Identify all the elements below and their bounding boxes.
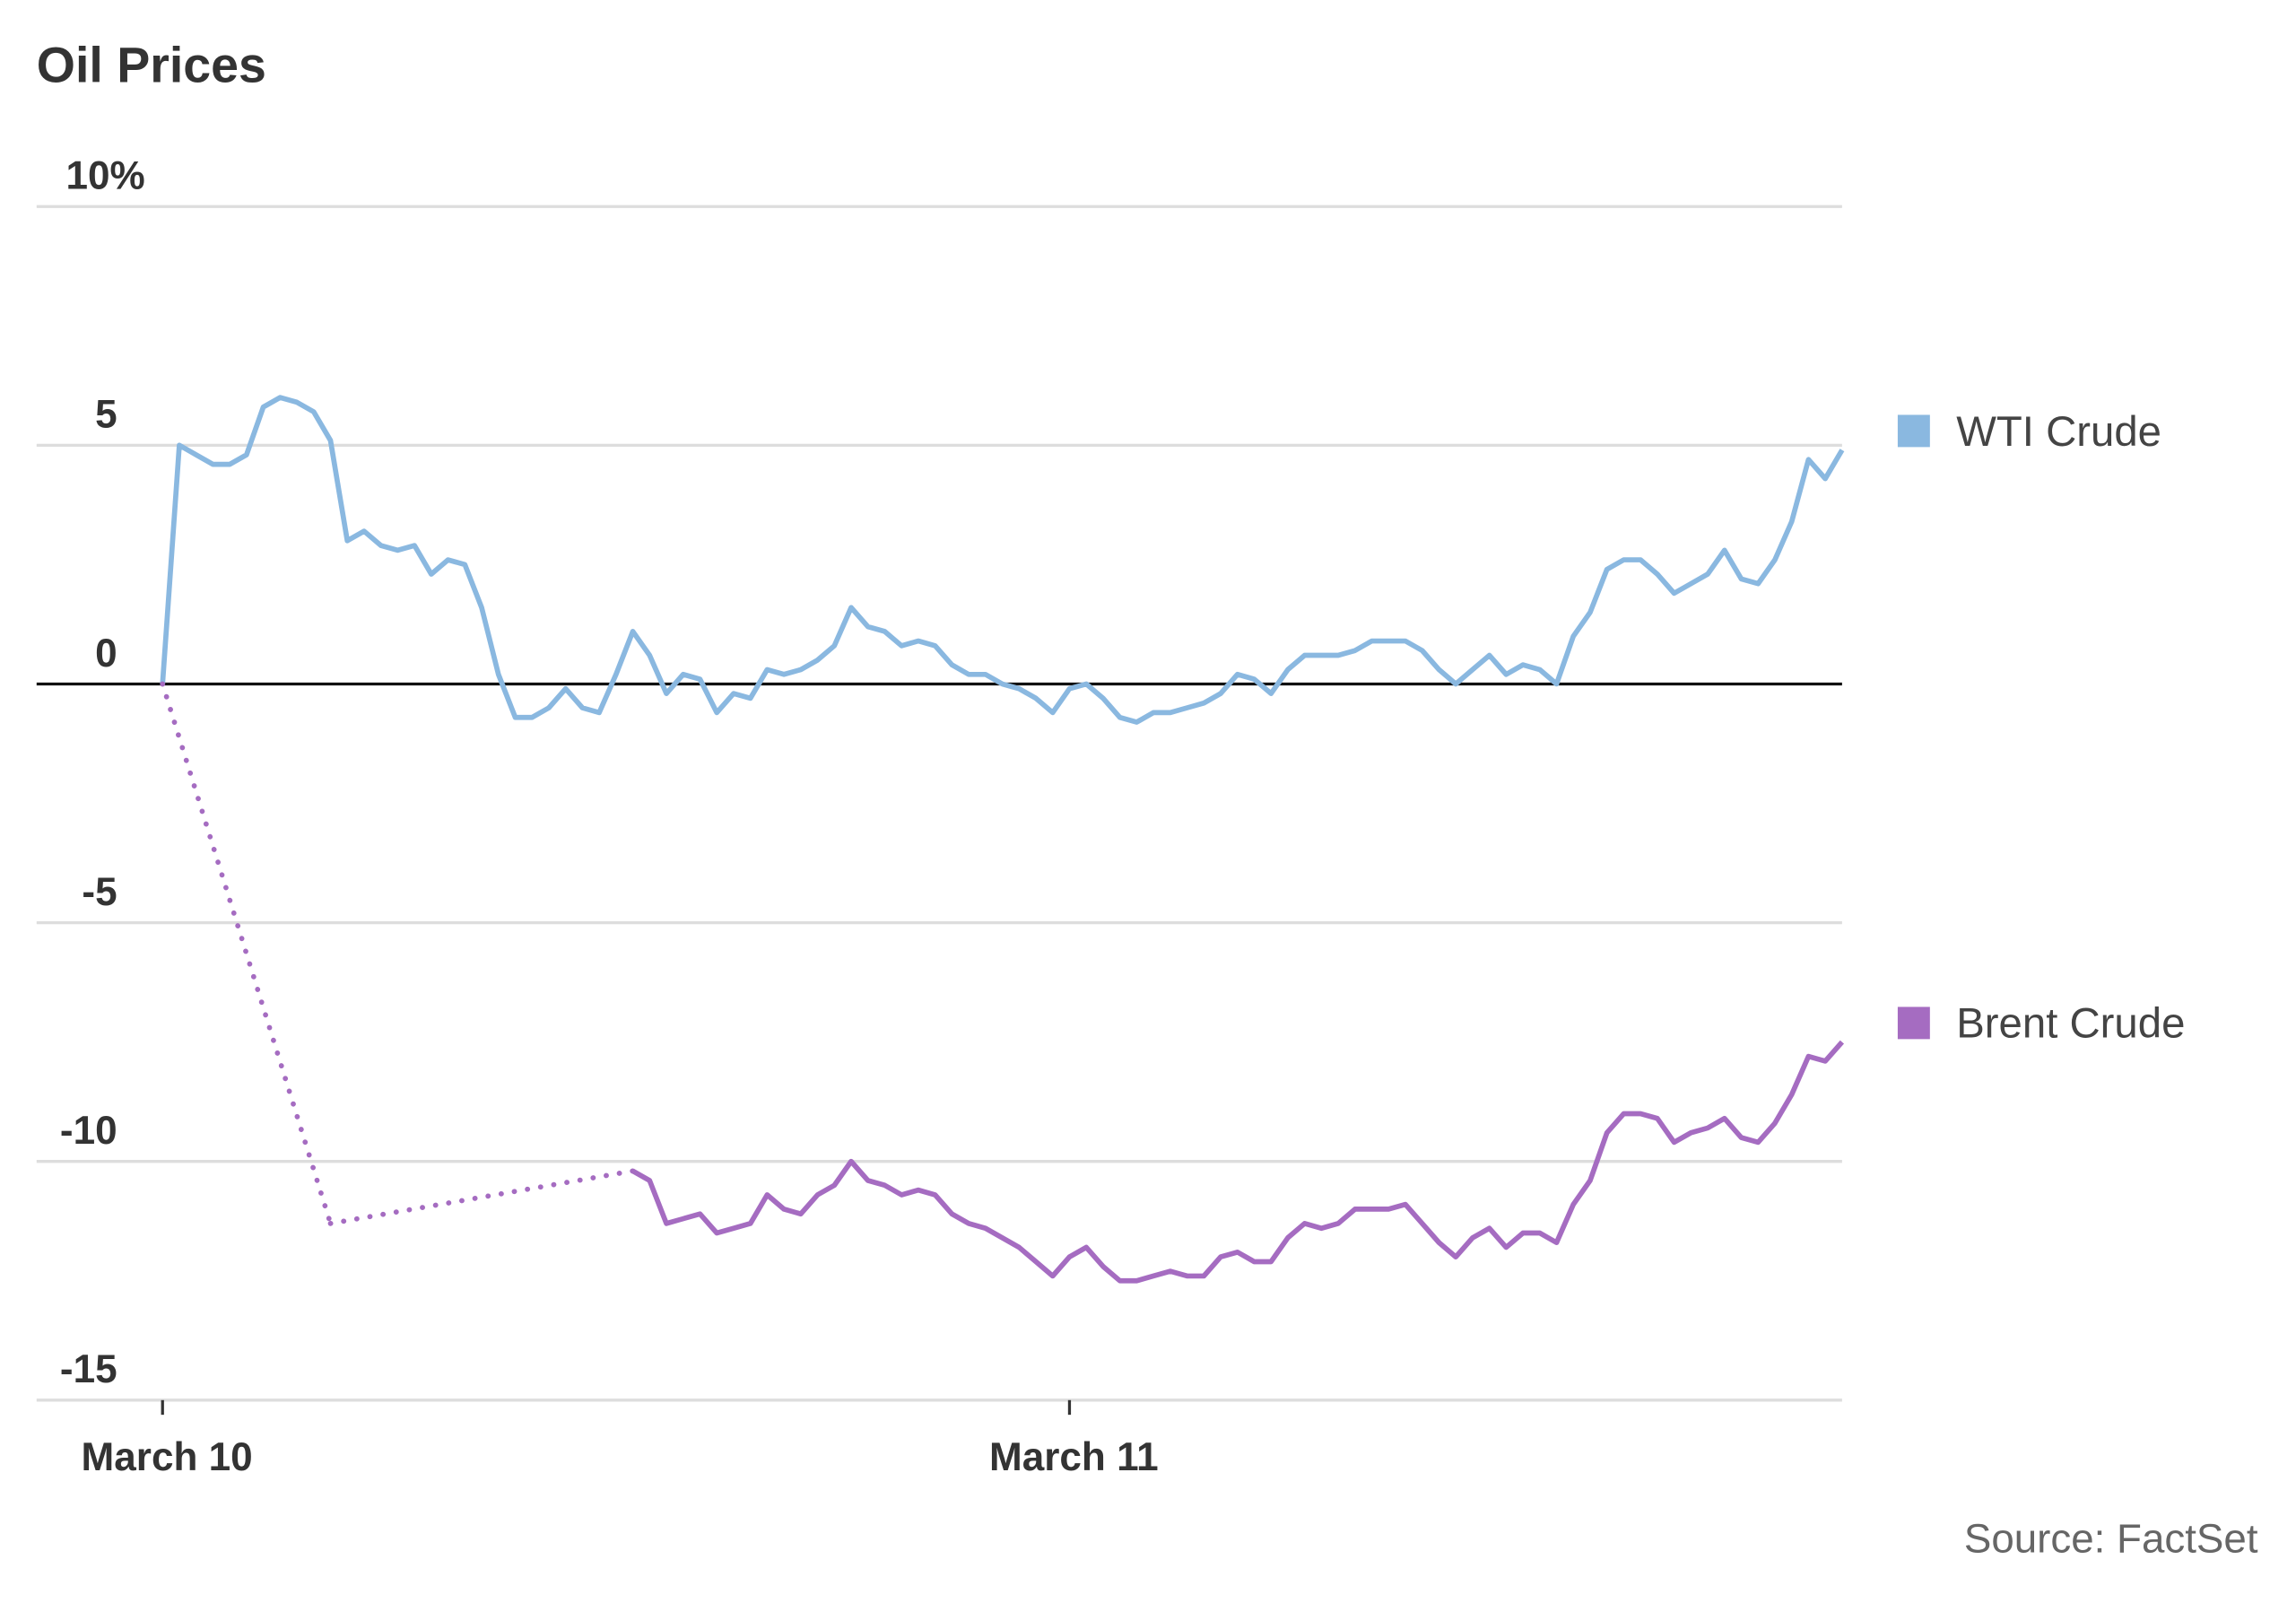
gap-connector: [327, 1168, 636, 1226]
x-tick-label: March 10: [82, 1435, 253, 1479]
y-tick-label: 10%: [65, 154, 144, 198]
x-tick-label: March 11: [989, 1435, 1159, 1479]
source: Source: FactSet: [1964, 1516, 2258, 1562]
y-tick-label: -10: [60, 1109, 117, 1153]
y-tick-label: 0: [95, 632, 117, 675]
legend-label: Brent Crude: [1956, 1000, 2185, 1048]
y-tick-label: 5: [95, 393, 117, 437]
line: [631, 1040, 1845, 1284]
gap-connector: [160, 681, 334, 1226]
line: [160, 395, 1845, 725]
legend-swatch: [1897, 1006, 1930, 1040]
y-tick-label: -15: [60, 1347, 117, 1391]
legend-label: WTI Crude: [1956, 408, 2161, 456]
legend-swatch: [1897, 414, 1930, 448]
y-tick-label: -5: [82, 870, 117, 914]
chart-title: Oil Prices: [37, 37, 266, 92]
